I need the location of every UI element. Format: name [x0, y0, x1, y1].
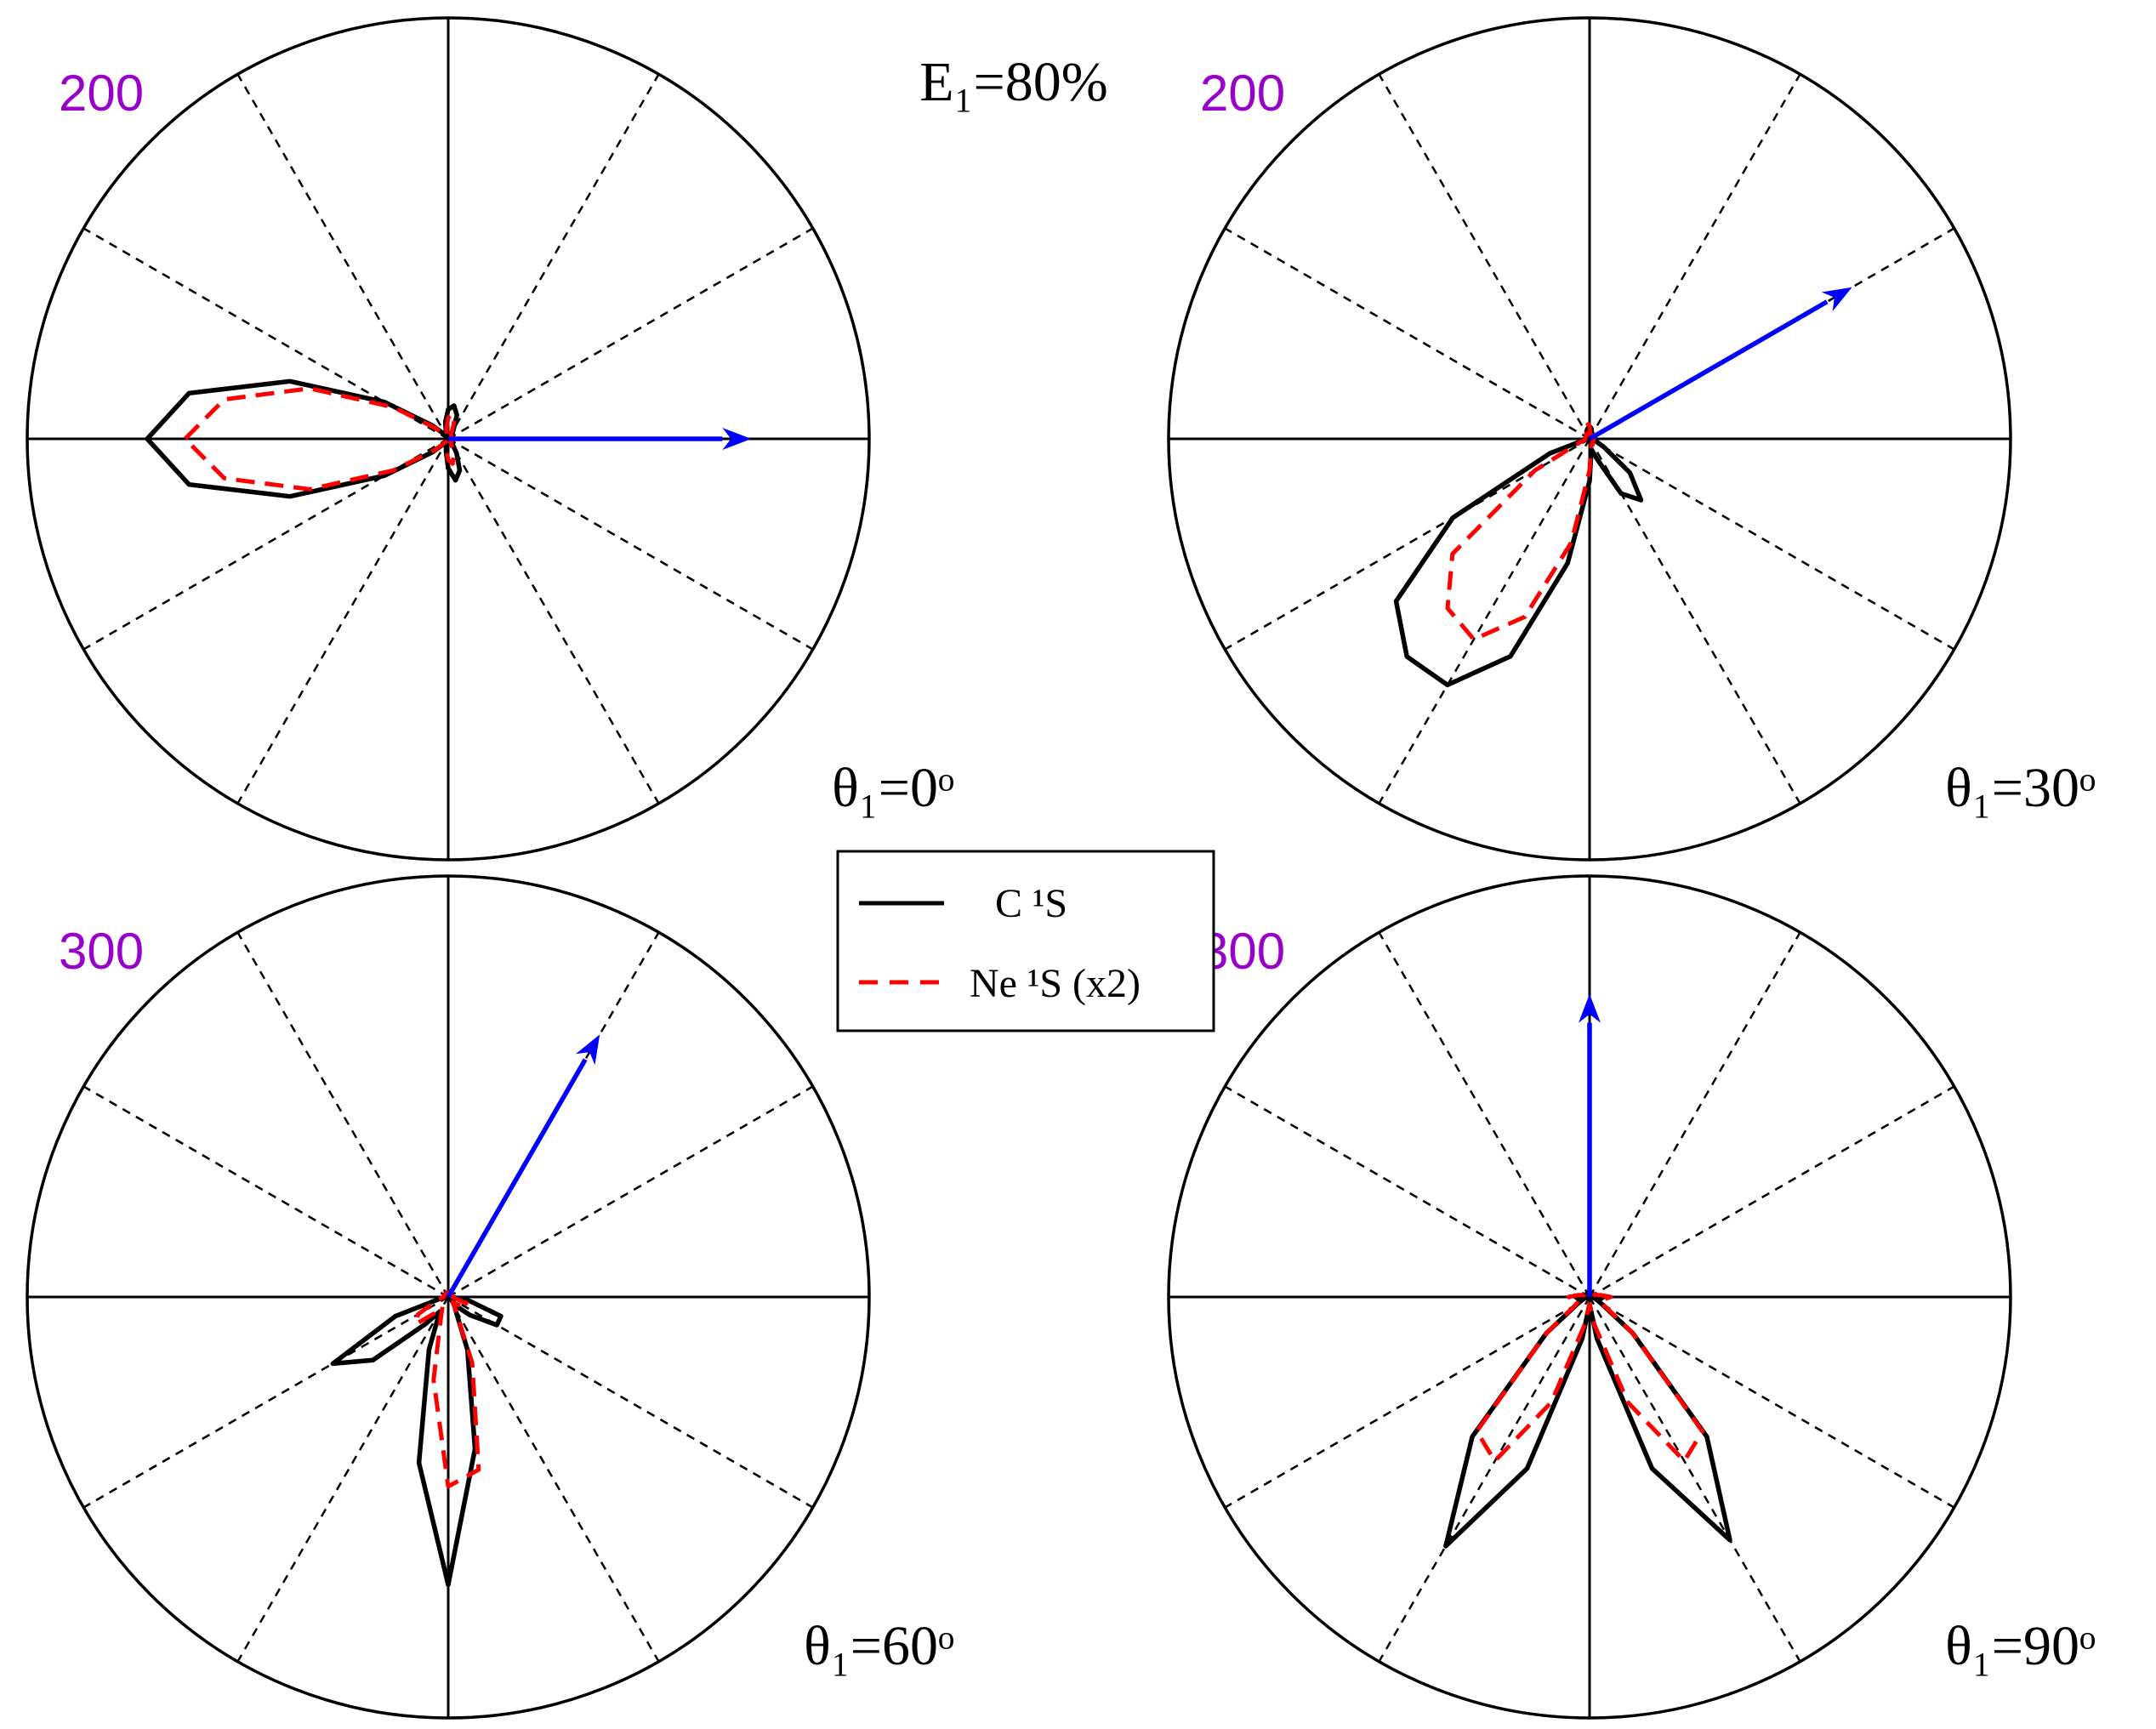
angular-grid-line — [236, 1296, 450, 1663]
angular-grid-line — [1588, 931, 1801, 1298]
radial-tick-label: 200 — [59, 65, 144, 122]
panel-annotation: θ₁=0ᵒ — [832, 757, 954, 819]
panel-annotation: θ₁=60ᵒ — [804, 1615, 954, 1677]
angular-grid-line — [1378, 438, 1591, 805]
radial-grid-circle — [1167, 874, 2012, 1720]
angular-grid-line — [82, 1295, 449, 1509]
series-curve — [1445, 420, 1596, 642]
angular-grid-line — [1224, 1085, 1590, 1299]
angular-grid-line — [1589, 1295, 1955, 1509]
angular-grid-line — [1224, 227, 1590, 441]
angular-grid-line — [447, 438, 660, 805]
angular-grid-line — [447, 227, 814, 441]
radial-grid-circle — [26, 874, 871, 1720]
radial-tick-label: 300 — [59, 923, 144, 980]
legend-box — [836, 850, 1215, 1032]
radial-tick-label: 200 — [1200, 65, 1285, 122]
angular-grid-line — [1378, 1296, 1591, 1663]
angular-grid-line — [447, 1295, 814, 1509]
angular-grid-line — [447, 1085, 814, 1299]
arrow-head — [575, 1034, 600, 1066]
angular-grid-line — [447, 1296, 660, 1663]
radial-grid-circle — [26, 16, 871, 862]
angular-grid-line — [1378, 931, 1591, 1298]
angular-grid-line — [1588, 73, 1801, 440]
legend-label: Ne ¹S (x2) — [970, 961, 1141, 1006]
angular-grid-line — [1224, 1295, 1590, 1509]
arrow-head — [1821, 287, 1852, 312]
angular-grid-line — [1589, 437, 1955, 651]
angular-grid-line — [447, 73, 660, 440]
angular-grid-line — [1588, 1296, 1801, 1663]
radial-grid-circle — [1167, 16, 2012, 862]
arrow-shaft — [1588, 299, 1829, 441]
figure-label: E₁=80% — [919, 51, 1108, 113]
angular-grid-line — [1589, 1085, 1955, 1299]
panel-annotation: θ₁=30ᵒ — [1945, 757, 2096, 819]
angular-grid-line — [82, 1085, 449, 1299]
arrow-head — [1579, 993, 1601, 1023]
series-curve — [183, 386, 457, 492]
series-curve — [1393, 424, 1644, 688]
arrow-shaft — [446, 1058, 588, 1299]
panel-annotation: θ₁=90ᵒ — [1945, 1615, 2096, 1677]
series-curve — [1474, 1288, 1705, 1464]
angular-grid-line — [236, 931, 450, 1298]
angular-grid-line — [1378, 73, 1591, 440]
angular-grid-line — [447, 437, 814, 651]
legend: C ¹S Ne ¹S (x2) — [836, 850, 1215, 1032]
series-curve — [1443, 1290, 1732, 1549]
legend-label: C ¹S — [995, 881, 1067, 926]
arrow-head — [722, 428, 752, 450]
